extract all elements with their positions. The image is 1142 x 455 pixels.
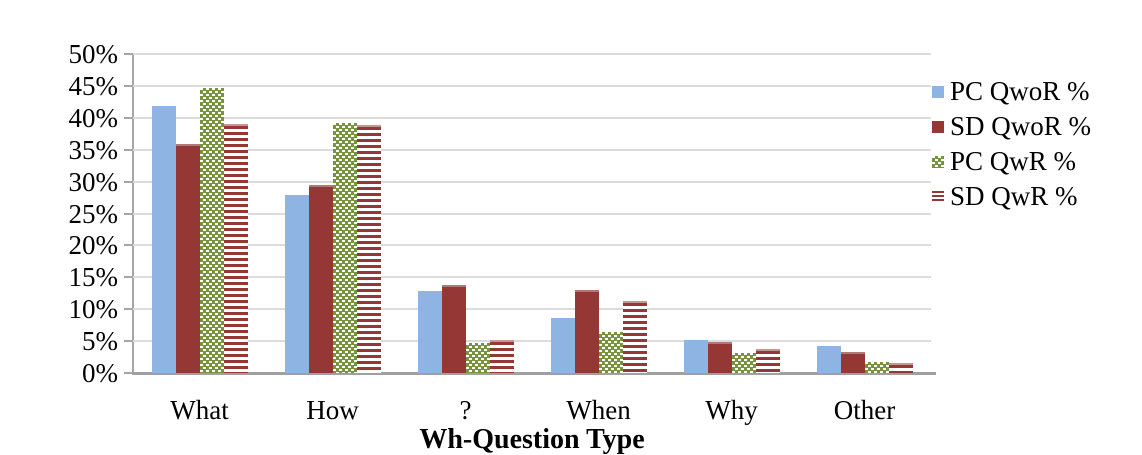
x-axis-category-label: How bbox=[306, 395, 359, 425]
y-axis-tick-label: 35% bbox=[68, 134, 119, 165]
y-axis-tick-label: 30% bbox=[68, 166, 119, 197]
y-axis-tick bbox=[124, 148, 133, 151]
x-axis-title: Wh-Question Type bbox=[419, 424, 645, 455]
legend: PC QwoR % SD QwoR % PC QwR % SD QwR % bbox=[932, 74, 1091, 214]
gridline bbox=[133, 212, 931, 215]
gridline bbox=[133, 244, 931, 247]
gridline bbox=[133, 340, 931, 343]
gridline bbox=[133, 180, 931, 183]
bar bbox=[441, 284, 466, 373]
legend-item: SD QwoR % bbox=[932, 109, 1091, 144]
gridline bbox=[133, 276, 931, 279]
x-axis-line bbox=[132, 372, 936, 375]
bar bbox=[308, 185, 333, 373]
legend-label: SD QwR % bbox=[950, 181, 1078, 211]
y-axis-tick-label: 50% bbox=[68, 39, 119, 69]
legend-item: SD QwR % bbox=[932, 179, 1091, 214]
y-axis-tick bbox=[124, 308, 133, 311]
legend-swatch-icon bbox=[932, 190, 944, 203]
legend-item: PC QwoR % bbox=[932, 74, 1091, 109]
bar-group-when bbox=[532, 54, 665, 373]
bar bbox=[683, 340, 708, 373]
gridline bbox=[133, 308, 931, 311]
y-axis-tick bbox=[124, 244, 133, 247]
y-axis-tick bbox=[124, 84, 133, 87]
bar bbox=[417, 291, 442, 373]
y-axis-tick bbox=[124, 116, 133, 119]
y-axis-tick bbox=[124, 53, 133, 55]
bar bbox=[707, 341, 732, 373]
y-axis-tick-labels: 0% 5% 10% 15% 20% 25% 30% 35% 40% 45% 50% bbox=[0, 39, 124, 388]
y-axis-tick-label: 5% bbox=[82, 326, 118, 357]
gridline bbox=[133, 53, 931, 55]
legend-swatch-icon bbox=[932, 155, 944, 168]
bar bbox=[151, 105, 176, 373]
bar bbox=[223, 124, 248, 373]
bar bbox=[622, 300, 647, 373]
legend-label: PC QwR % bbox=[950, 146, 1077, 176]
x-axis-category-label: What bbox=[170, 395, 229, 425]
bar bbox=[465, 343, 490, 373]
bar bbox=[489, 339, 514, 373]
y-axis-tick bbox=[124, 180, 133, 183]
bar bbox=[864, 361, 889, 373]
bar-group-other bbox=[798, 54, 931, 373]
bar bbox=[356, 124, 381, 373]
bar bbox=[199, 87, 224, 373]
plot-area bbox=[124, 53, 936, 375]
y-axis-tick-label: 20% bbox=[68, 230, 119, 261]
legend-swatch-icon bbox=[932, 85, 944, 98]
bar bbox=[840, 351, 865, 373]
bar bbox=[574, 290, 599, 373]
x-axis-category-label: Why bbox=[705, 395, 758, 425]
legend-label: SD QwoR % bbox=[950, 111, 1092, 141]
legend-label: PC QwoR % bbox=[950, 76, 1090, 106]
y-axis-tick-label: 45% bbox=[68, 70, 119, 101]
bar-group-- bbox=[399, 54, 532, 373]
x-axis-category-label: Other bbox=[833, 395, 896, 425]
bar bbox=[175, 143, 200, 373]
gridline bbox=[133, 84, 931, 87]
y-axis-tick bbox=[124, 212, 133, 215]
gridline bbox=[133, 148, 931, 151]
y-axis-tick-label: 10% bbox=[68, 294, 119, 325]
y-axis-tick-label: 25% bbox=[68, 198, 119, 229]
y-axis-tick bbox=[124, 372, 133, 374]
bar-group-why bbox=[665, 54, 798, 373]
y-axis-tick bbox=[124, 276, 133, 279]
bar bbox=[598, 331, 623, 373]
bar bbox=[755, 349, 780, 373]
y-axis-tick-label: 0% bbox=[82, 358, 118, 388]
bar bbox=[888, 363, 913, 373]
x-axis-category-label: ? bbox=[459, 395, 472, 425]
bar-group-how bbox=[266, 54, 399, 373]
y-axis-tick bbox=[124, 340, 133, 343]
gridline bbox=[133, 116, 931, 119]
x-axis-category-label: When bbox=[566, 395, 631, 425]
bar bbox=[816, 345, 841, 373]
x-axis-category-labels: What How? When Why Other bbox=[133, 394, 931, 428]
legend-swatch-icon bbox=[932, 120, 944, 133]
bar bbox=[284, 195, 309, 373]
bar bbox=[550, 318, 575, 373]
legend-item: PC QwR % bbox=[932, 144, 1091, 179]
y-axis-tick-label: 40% bbox=[68, 102, 119, 133]
bar bbox=[731, 352, 756, 373]
bar bbox=[332, 122, 357, 373]
y-axis-tick-label: 15% bbox=[68, 262, 119, 293]
bar-group-what bbox=[133, 54, 266, 373]
